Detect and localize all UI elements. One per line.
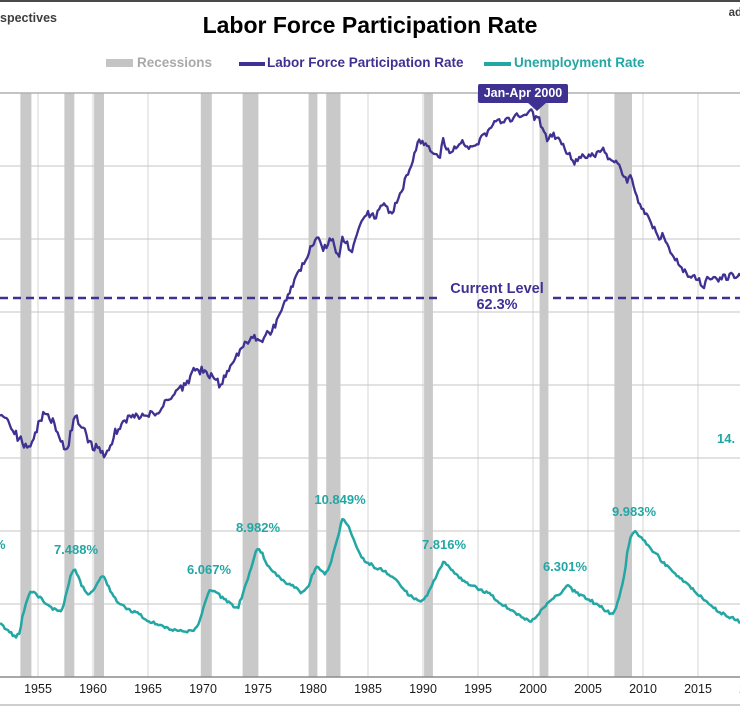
x-tick-label: 1970 bbox=[189, 682, 217, 696]
x-tick-label: 1960 bbox=[79, 682, 107, 696]
x-tick-label: 1955 bbox=[24, 682, 52, 696]
legend-item-recessions: Recessions bbox=[137, 55, 213, 70]
unemployment-peak-label: 10.849% bbox=[314, 492, 366, 507]
legend-item-lfpr: Labor Force Participation Rate bbox=[267, 55, 464, 70]
lfpr-line-swatch-icon bbox=[239, 62, 265, 66]
unemployment-peak-label: 6.301% bbox=[542, 559, 588, 574]
site-logo-partial: spectives bbox=[0, 11, 57, 25]
unemployment-peak-label: 7.488% bbox=[53, 542, 99, 557]
top-divider bbox=[0, 0, 740, 2]
unemployment-line-swatch-icon bbox=[484, 62, 511, 66]
x-tick-label: 1980 bbox=[299, 682, 327, 696]
x-tick-label: 2010 bbox=[629, 682, 657, 696]
unemployment-peak-label: 9.983% bbox=[611, 504, 657, 519]
current-level-value: 62.3% bbox=[476, 297, 518, 313]
current-level-label: Current Level 62.3% bbox=[440, 281, 554, 313]
current-level-text: Current Level bbox=[450, 281, 544, 297]
x-tick-label: 2015 bbox=[684, 682, 712, 696]
x-tick-label: 1995 bbox=[464, 682, 492, 696]
legend-item-unemployment: Unemployment Rate bbox=[514, 55, 645, 70]
site-url-partial: ad bbox=[728, 7, 740, 19]
x-tick-label: 2000 bbox=[519, 682, 547, 696]
peak-annotation-callout: Jan-Apr 2000 bbox=[478, 84, 568, 103]
unemployment-peak-label: 7.816% bbox=[421, 537, 467, 552]
x-tick-label: 1990 bbox=[409, 682, 437, 696]
x-tick-label: 1965 bbox=[134, 682, 162, 696]
unemployment-peak-label: % bbox=[0, 537, 6, 552]
unemployment-peak-label: 14. bbox=[717, 431, 736, 446]
unemployment-peak-label: 6.067% bbox=[186, 562, 232, 577]
callout-pointer-icon bbox=[527, 102, 547, 111]
recessions-swatch-icon bbox=[106, 59, 133, 67]
x-tick-label: 1975 bbox=[244, 682, 272, 696]
unemployment-peak-label: 8.982% bbox=[235, 520, 281, 535]
x-tick-label: 2005 bbox=[574, 682, 602, 696]
x-tick-label: 1985 bbox=[354, 682, 382, 696]
x-axis-labels: 1955 1960 1965 1970 1975 1980 1985 1990 1995 2000… bbox=[0, 682, 740, 698]
legend: Recessions Labor Force Participation Rat… bbox=[0, 54, 740, 72]
page-title: Labor Force Participation Rate bbox=[202, 12, 538, 38]
